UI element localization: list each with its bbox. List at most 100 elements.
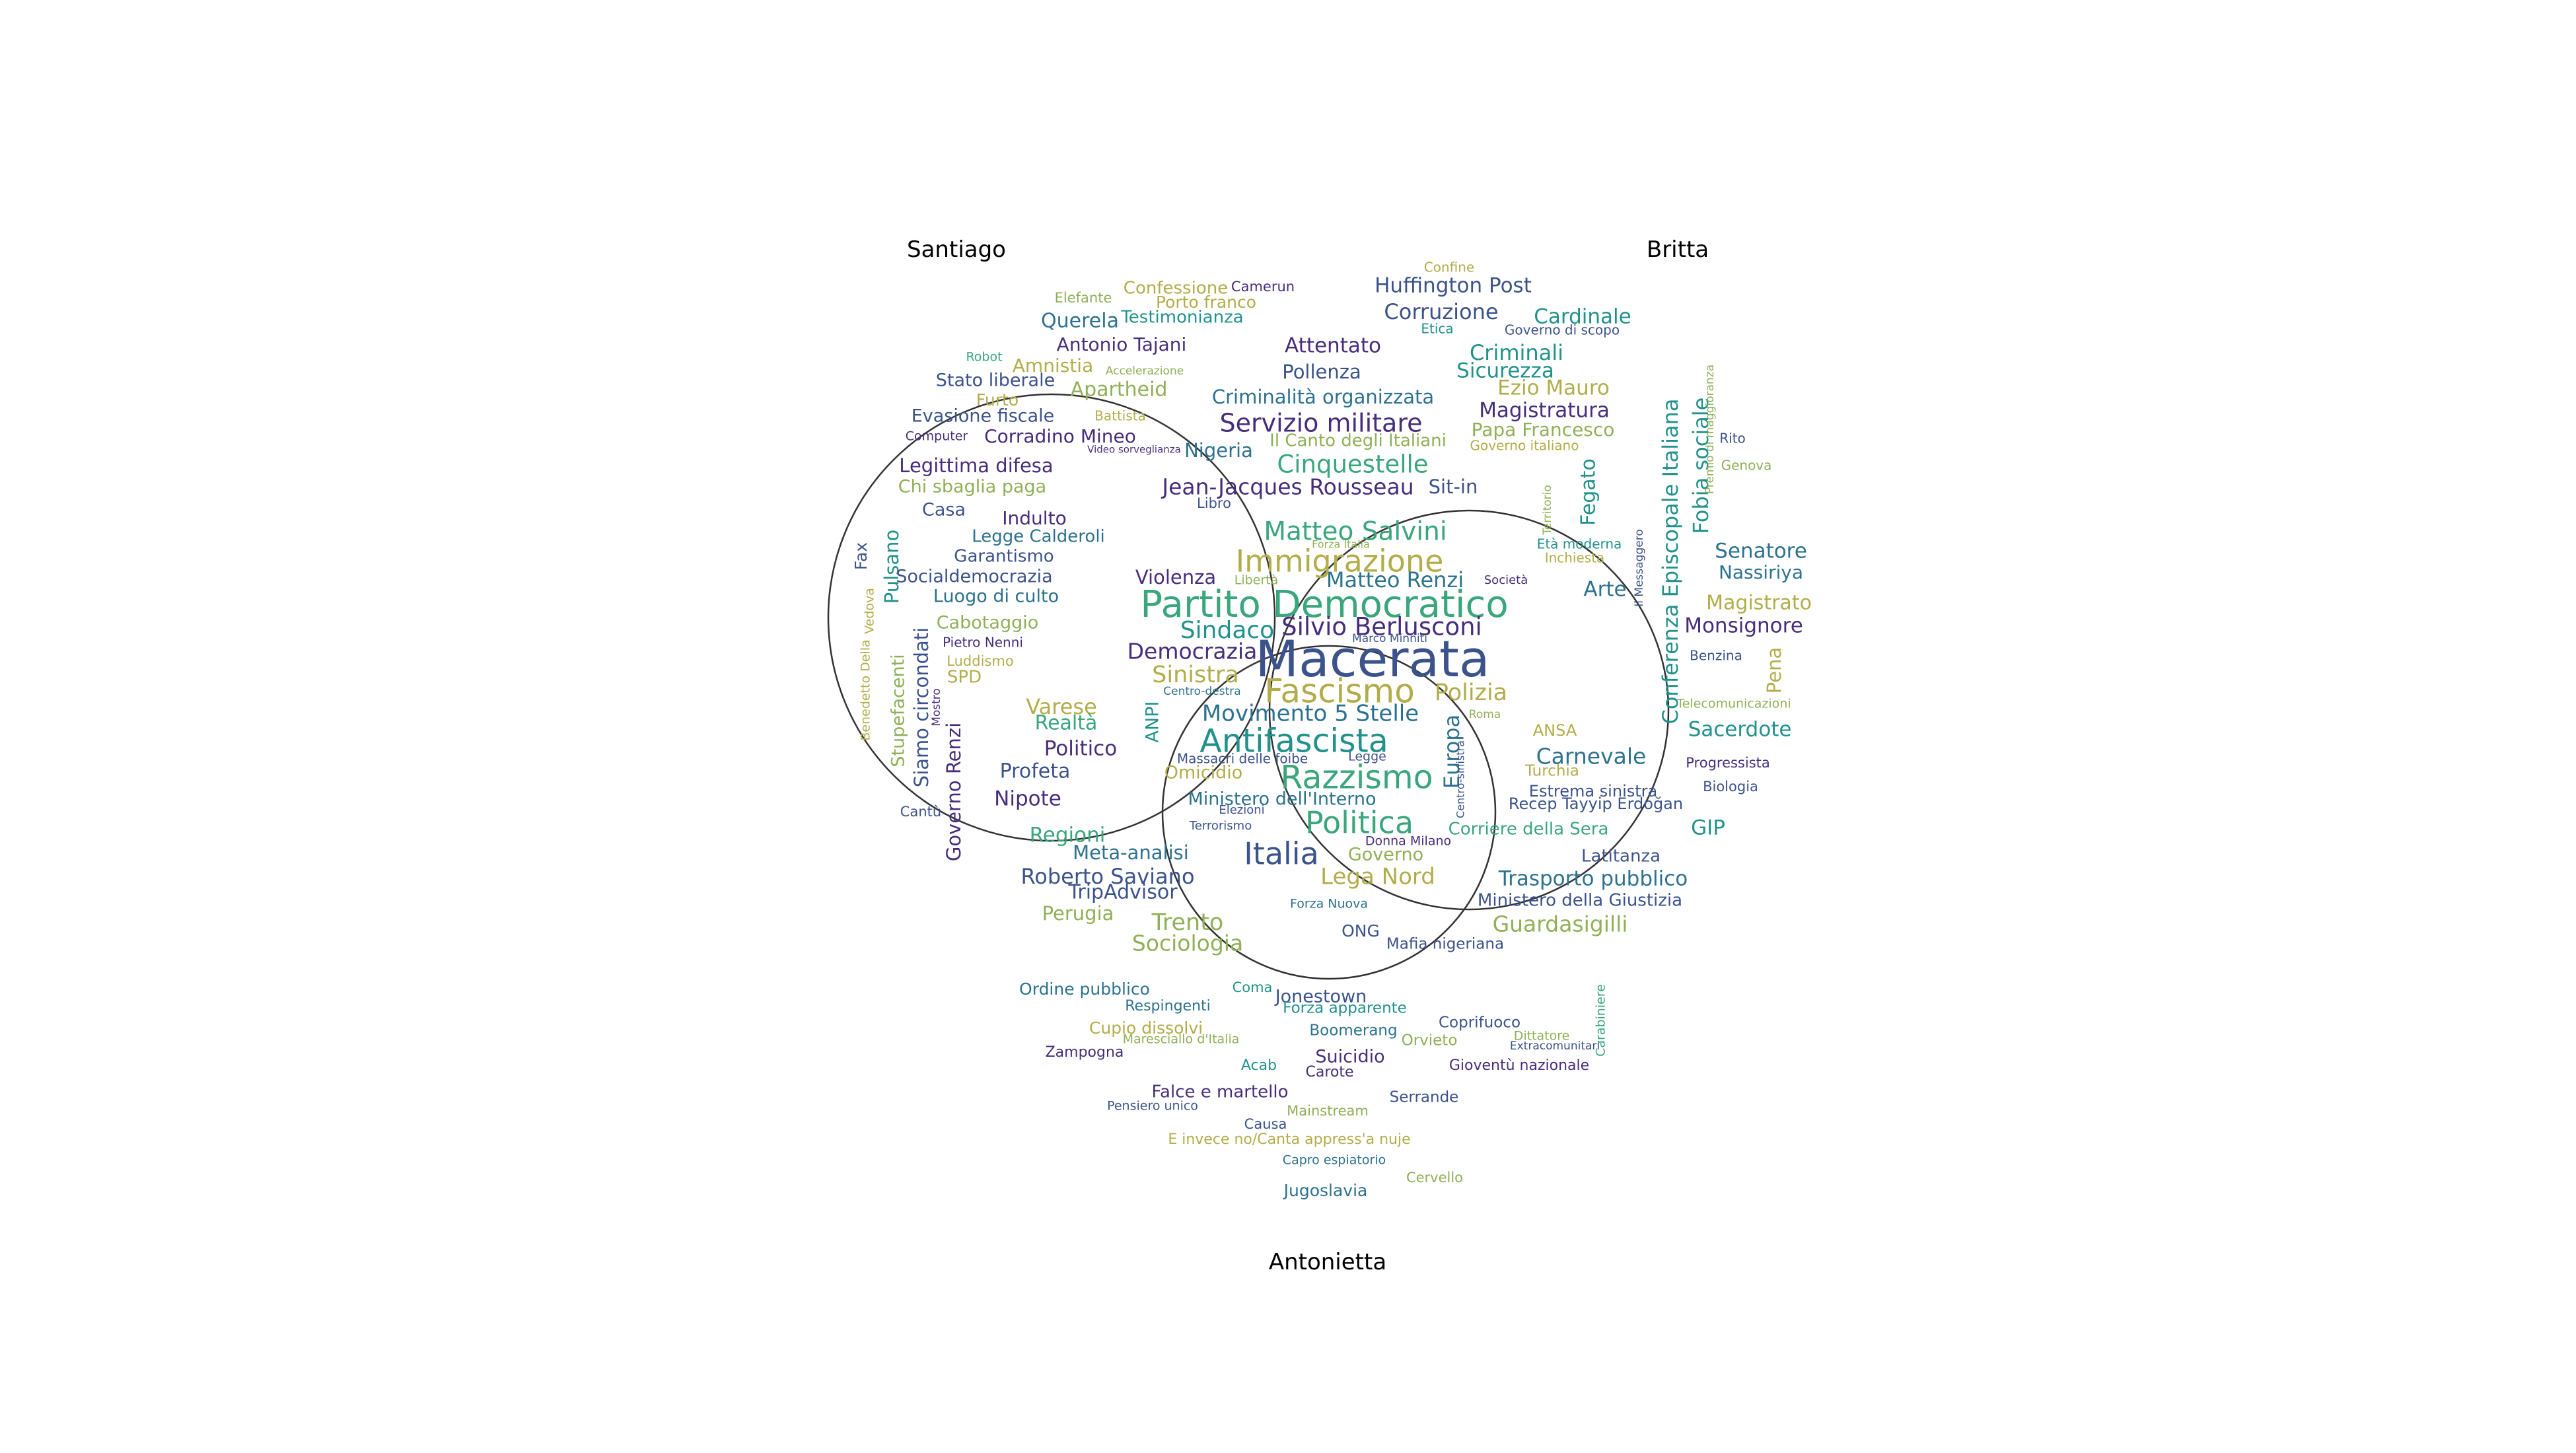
word-profeta: Profeta: [1000, 760, 1071, 783]
word-centro-sinistra: Centro-sinistra: [1454, 740, 1467, 818]
word-pena: Pena: [1763, 647, 1785, 693]
word-massacri-delle-foibe: Massacri delle foibe: [1177, 751, 1308, 767]
word-furto: Furto: [976, 390, 1019, 409]
word-robot: Robot: [966, 350, 1002, 365]
word-razzismo: Razzismo: [1280, 759, 1433, 797]
word-criminali: Criminali: [1470, 340, 1563, 365]
word-anpi: ANPI: [1143, 701, 1163, 743]
word-confessione: Confessione: [1124, 279, 1228, 299]
word-gip: GIP: [1691, 816, 1725, 840]
word-coma: Coma: [1233, 979, 1273, 995]
word-marco-minniti: Marco Minniti: [1352, 632, 1427, 645]
set-labels: Santiago Britta Antonietta: [907, 236, 1709, 1275]
word-legge-calderoli: Legge Calderoli: [972, 527, 1105, 547]
word-terrorismo: Terrorismo: [1189, 819, 1252, 833]
word-fascismo: Fascismo: [1264, 672, 1415, 711]
word-indulto: Indulto: [1002, 507, 1066, 529]
word-monsignore: Monsignore: [1684, 614, 1803, 638]
word-forza-apparente: Forza apparente: [1283, 1000, 1407, 1017]
word-varese: Varese: [1026, 694, 1097, 719]
word-libert: Libertà: [1234, 573, 1279, 588]
word-nipote: Nipote: [994, 787, 1061, 811]
word-il-canto-degli-italiani: Il Canto degli Italiani: [1270, 431, 1447, 451]
word-cabotaggio: Cabotaggio: [937, 613, 1039, 633]
word-governo-italiano: Governo italiano: [1470, 438, 1579, 454]
word-partito-democratico: Partito Democratico: [1140, 583, 1508, 626]
word-orvieto: Orvieto: [1402, 1032, 1458, 1049]
word-italia: Italia: [1244, 836, 1319, 872]
word-casa: Casa: [922, 500, 966, 520]
circle-antonietta: [1161, 645, 1497, 980]
set-label-santiago: Santiago: [907, 236, 1006, 263]
word-trasporto-pubblico: Trasporto pubblico: [1498, 867, 1688, 891]
word-omicidio: Omicidio: [1164, 763, 1243, 783]
word-socialdemocrazia: Socialdemocrazia: [896, 567, 1052, 587]
word-pensiero-unico: Pensiero unico: [1107, 1099, 1198, 1114]
word-carabiniere: Carabiniere: [1594, 984, 1608, 1057]
word-camerun: Camerun: [1231, 279, 1295, 295]
word-benedetto-della: Benedetto Della: [859, 639, 873, 740]
word-dittatore: Dittatore: [1514, 1029, 1570, 1044]
word-pollenza: Pollenza: [1282, 361, 1361, 383]
word-genova: Genova: [1721, 458, 1772, 474]
word-ministero-dell-interno: Ministero dell'Interno: [1188, 789, 1377, 810]
word-elezioni: Elezioni: [1219, 803, 1264, 817]
word-progressista: Progressista: [1686, 755, 1770, 771]
word-magistratura: Magistratura: [1479, 399, 1610, 423]
word-jonestown: Jonestown: [1274, 987, 1367, 1007]
word-fegato: Fegato: [1577, 458, 1600, 526]
word-querela: Querela: [1041, 310, 1119, 333]
word-conferenza-episcopale-italiana: Conferenza Episcopale Italiana: [1658, 399, 1683, 725]
word-silvio-berlusconi: Silvio Berlusconi: [1281, 613, 1482, 641]
word-etica: Etica: [1421, 321, 1453, 337]
word-perugia: Perugia: [1042, 902, 1114, 925]
word-stato-liberale: Stato liberale: [936, 371, 1055, 391]
word-forza-italia: Forza Italia: [1312, 538, 1370, 551]
word-coprifuoco: Coprifuoco: [1439, 1014, 1521, 1032]
word-cant: Cantù: [900, 804, 941, 820]
set-label-antonietta: Antonietta: [1269, 1249, 1386, 1275]
word-falce-e-martello: Falce e martello: [1151, 1082, 1288, 1102]
circle-santiago: [827, 393, 1276, 842]
word-confine: Confine: [1424, 260, 1474, 275]
word-politica: Politica: [1305, 805, 1413, 841]
word-realt: Realtà: [1035, 712, 1098, 735]
word-pulsano: Pulsano: [880, 530, 903, 604]
word-chi-sbaglia-paga: Chi sbaglia paga: [898, 477, 1046, 497]
word-democrazia: Democrazia: [1127, 639, 1258, 664]
word-nassiriya: Nassiriya: [1719, 561, 1803, 583]
word-ezio-mauro: Ezio Mauro: [1497, 376, 1610, 400]
word-senatore: Senatore: [1715, 540, 1807, 563]
word-territorio: Territorio: [1541, 485, 1554, 536]
word-fobia-sociale: Fobia sociale: [1688, 398, 1713, 534]
word-apartheid: Apartheid: [1071, 378, 1168, 402]
word-luogo-di-culto: Luogo di culto: [933, 586, 1059, 607]
word-pietro-nenni: Pietro Nenni: [943, 635, 1023, 651]
word-immigrazione: Immigrazione: [1236, 544, 1444, 579]
word-acab: Acab: [1241, 1057, 1277, 1074]
word-servizio-militare: Servizio militare: [1219, 409, 1422, 438]
word-legittima-difesa: Legittima difesa: [899, 454, 1053, 477]
word-cloud: Confessione Camerun Elefante Porto franco Qu…: [851, 260, 1812, 1201]
word-corradino-mineo: Corradino Mineo: [984, 425, 1136, 447]
word-elefante: Elefante: [1055, 290, 1112, 306]
word-capro-espiatorio: Capro espiatorio: [1283, 1153, 1386, 1168]
word-politico: Politico: [1044, 737, 1118, 761]
word-regioni: Regioni: [1030, 824, 1106, 847]
word-huffington-post: Huffington Post: [1375, 274, 1532, 298]
word-governo-di-scopo: Governo di scopo: [1505, 322, 1620, 338]
word-cinquestelle: Cinquestelle: [1277, 450, 1428, 479]
word-sicurezza: Sicurezza: [1456, 359, 1554, 383]
word-matteo-renzi: Matteo Renzi: [1326, 567, 1464, 592]
word-guardasigilli: Guardasigilli: [1493, 911, 1628, 937]
word-cervello: Cervello: [1406, 1170, 1463, 1186]
word-antifascista: Antifascista: [1199, 723, 1388, 760]
word-battista: Battista: [1094, 408, 1146, 424]
word-et-moderna: Età moderna: [1537, 536, 1622, 552]
word-premio-di-maggioranza: Premio di maggioranza: [1703, 365, 1717, 494]
word-computer: Computer: [906, 429, 968, 444]
word-corruzione: Corruzione: [1384, 299, 1498, 324]
word-jugoslavia: Jugoslavia: [1283, 1181, 1368, 1200]
word-siamo-circondati: Siamo circondati: [910, 627, 933, 787]
word-zampogna: Zampogna: [1046, 1044, 1124, 1061]
